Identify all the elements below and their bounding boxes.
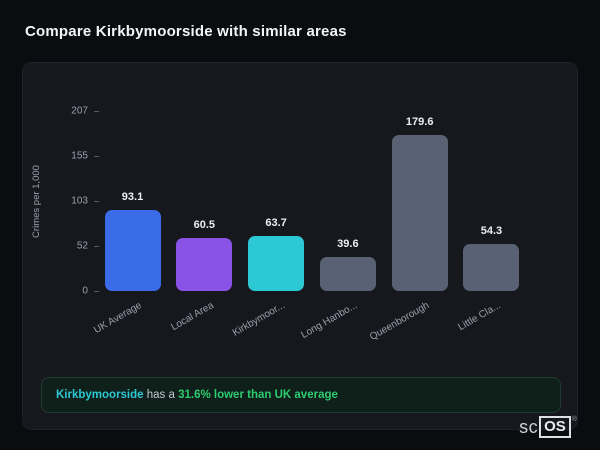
chart-card: Crimes per 1,000 0 52 103 155 207 93.1 UK Ave… xyxy=(22,62,578,430)
page-title: Compare Kirkbymoorside with similar area… xyxy=(25,23,347,40)
bar-long-hanbo-[interactable] xyxy=(319,256,376,291)
y-tick-label: 103 xyxy=(71,196,99,207)
bars: 93.1 UK Average 60.5 Local Area 63.7 Kirkbymo… xyxy=(92,111,527,343)
note-middle-text: has a xyxy=(143,389,179,401)
bar-kirkbymoor-[interactable] xyxy=(248,235,305,291)
y-axis: 0 52 103 155 207 xyxy=(47,106,99,297)
logo-prefix: sc xyxy=(519,416,539,437)
bar-value-label: 60.5 xyxy=(193,219,215,232)
bar-queenborough[interactable] xyxy=(391,134,448,291)
y-axis-title: Crimes per 1,000 xyxy=(27,111,45,291)
y-tick-label: 0 xyxy=(82,286,99,297)
y-tick-label: 155 xyxy=(71,151,99,162)
x-axis-label: UK Average xyxy=(92,300,144,337)
plot-area: 93.1 UK Average 60.5 Local Area 63.7 Kirkbymo… xyxy=(92,111,527,343)
bar-group: 54.3 Little Cla... xyxy=(456,111,527,333)
x-axis-label: Kirkbymoor... xyxy=(231,300,288,339)
x-axis-label: Long Hanbo... xyxy=(299,300,360,341)
y-axis-title-text: Crimes per 1,000 xyxy=(30,164,42,238)
x-axis-label: Little Cla... xyxy=(456,300,503,334)
note-highlight-text: 31.6% lower than UK average xyxy=(178,389,338,401)
bar-group: 63.7 Kirkbymoor... xyxy=(231,111,312,339)
comparison-note: Kirkbymoorside has a 31.6% lower than UK… xyxy=(41,377,561,413)
bar-group: 93.1 UK Average xyxy=(92,111,168,336)
logo-boxed-text: OS xyxy=(539,416,571,438)
y-tick-label: 207 xyxy=(71,106,99,117)
x-axis-label: Local Area xyxy=(169,300,216,334)
bar-value-label: 93.1 xyxy=(121,191,144,204)
scos-logo: sc OS ® xyxy=(519,416,577,438)
bar-value-label: 54.3 xyxy=(480,224,503,237)
bar-little-cla-[interactable] xyxy=(463,243,520,291)
bar-local-area[interactable] xyxy=(176,238,233,291)
bar-group: 179.6 Queenborough xyxy=(368,111,455,343)
x-axis-label: Queenborough xyxy=(367,300,431,343)
bar-group: 60.5 Local Area xyxy=(169,111,240,333)
bar-value-label: 63.7 xyxy=(265,216,287,229)
note-area-name: Kirkbymoorside xyxy=(56,389,144,401)
bar-group: 39.6 Long Hanbo... xyxy=(299,111,383,341)
bar-value-label: 179.6 xyxy=(405,115,434,128)
bar-value-label: 39.6 xyxy=(337,237,359,250)
y-tick-label: 52 xyxy=(77,240,99,251)
registered-mark: ® xyxy=(571,416,577,423)
bar-uk-average[interactable] xyxy=(104,210,161,291)
